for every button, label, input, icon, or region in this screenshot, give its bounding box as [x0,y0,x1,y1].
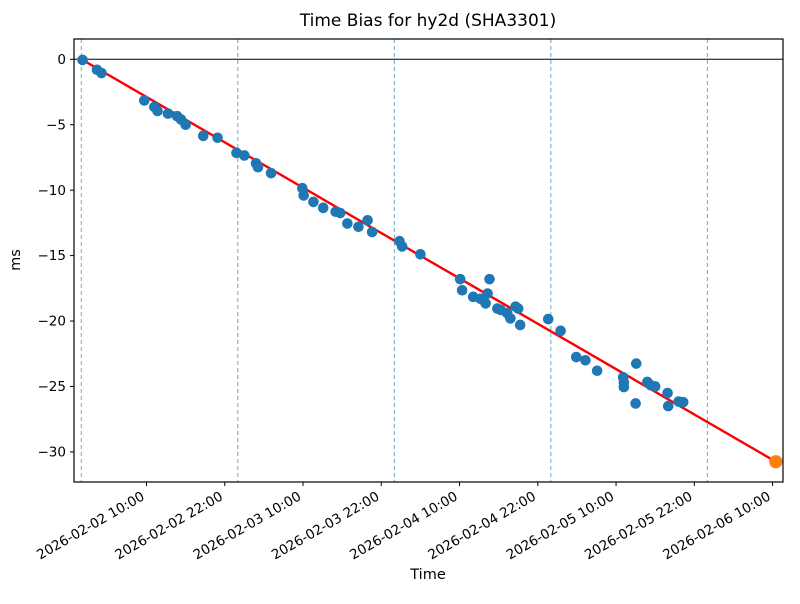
trend-line [81,58,778,463]
data-point [77,54,88,66]
data-point [514,319,526,331]
data-point [139,95,150,106]
data-point [317,202,329,214]
data-point [308,196,319,208]
data-point [505,313,516,324]
scatter-points-layer [77,54,783,469]
data-point [197,130,209,142]
data-point [180,119,191,131]
data-point [456,284,468,296]
data-point [353,221,364,233]
day-gridlines-layer [80,39,708,482]
y-tick-label: −10 [38,183,67,199]
data-point [342,218,353,229]
y-tick-label: −30 [38,444,67,460]
trend-line-layer [81,58,778,463]
data-point [362,214,373,226]
data-point [454,273,466,285]
y-tick-label: −20 [38,314,67,330]
data-point [618,381,630,393]
data-point [630,358,642,369]
data-point [570,351,582,363]
data-point [415,248,426,260]
y-tick-label: −5 [46,117,66,133]
y-tick-label: 0 [57,52,66,68]
data-point [239,150,250,161]
y-tick-label: −15 [38,248,67,264]
data-point [152,105,163,117]
data-point [484,273,495,285]
data-point [265,167,277,179]
plot-box [73,38,784,483]
data-point [298,190,309,201]
data-point [396,241,408,252]
data-point [212,132,223,144]
data-point [252,161,264,173]
y-axis-label: ms [8,249,24,271]
data-point [630,398,641,409]
data-point [480,298,491,309]
data-point [482,288,493,299]
data-point [677,396,689,408]
data-point [580,354,591,366]
data-point [512,303,524,314]
data-point [96,67,107,79]
y-tick-label: −25 [38,379,67,395]
axes-layer [70,38,784,486]
data-point [542,313,554,325]
highlighted-data-point [769,455,783,469]
chart-title: Time Bias for hy2d (SHA3301) [299,11,556,31]
data-point [162,108,174,119]
x-axis-label: Time [409,567,446,583]
data-point [366,226,378,238]
data-point [334,207,346,219]
data-point [649,381,661,392]
data-point [662,400,674,412]
data-point [555,325,566,337]
data-point [591,365,603,377]
data-point [662,387,673,399]
